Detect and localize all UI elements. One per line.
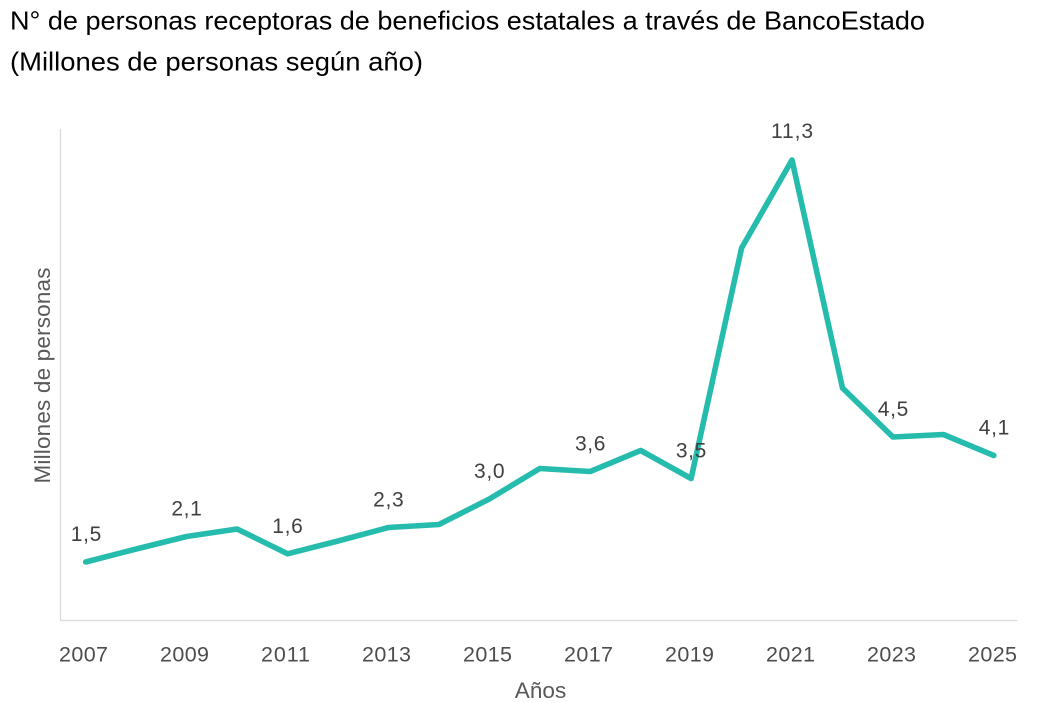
svg-text:2025: 2025: [968, 643, 1017, 667]
svg-text:3,0: 3,0: [474, 460, 505, 483]
svg-text:1,6: 1,6: [272, 515, 303, 538]
svg-text:2015: 2015: [463, 643, 512, 667]
svg-text:2019: 2019: [665, 643, 714, 667]
svg-text:2017: 2017: [564, 643, 613, 667]
svg-text:3,6: 3,6: [575, 433, 606, 456]
svg-text:N° de personas receptoras de b: N° de personas receptoras de beneficios …: [10, 6, 925, 36]
svg-text:3,5: 3,5: [676, 440, 707, 463]
svg-text:2009: 2009: [160, 643, 209, 667]
svg-text:Millones de personas: Millones de personas: [30, 268, 55, 484]
svg-text:2011: 2011: [261, 643, 310, 667]
svg-text:2023: 2023: [867, 643, 916, 667]
svg-text:11,3: 11,3: [771, 120, 813, 143]
svg-text:2,3: 2,3: [373, 489, 404, 512]
svg-text:2007: 2007: [59, 643, 108, 667]
svg-text:2,1: 2,1: [171, 498, 202, 521]
svg-text:Años: Años: [515, 678, 567, 703]
svg-text:4,1: 4,1: [979, 417, 1010, 440]
svg-text:2021: 2021: [766, 643, 815, 667]
svg-text:4,5: 4,5: [878, 398, 909, 421]
svg-text:(Millones de personas según añ: (Millones de personas según año): [10, 46, 423, 76]
svg-text:1,5: 1,5: [71, 523, 102, 546]
svg-text:2013: 2013: [362, 643, 411, 667]
